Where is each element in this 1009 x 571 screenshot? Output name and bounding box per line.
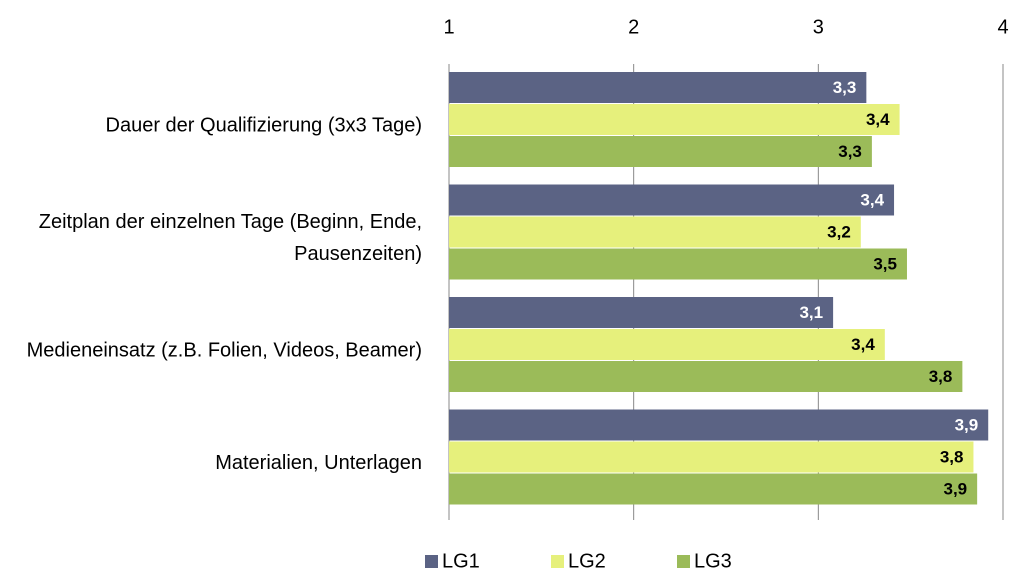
value-label: 3,4 <box>866 110 890 129</box>
x-tick-label: 3 <box>813 16 824 38</box>
legend-label: LG1 <box>442 550 480 571</box>
value-label: 3,8 <box>929 367 953 386</box>
bar <box>449 248 907 280</box>
bar <box>449 136 872 167</box>
bar <box>449 329 885 360</box>
bar <box>449 409 989 441</box>
value-label: 3,5 <box>873 254 897 273</box>
legend-swatch <box>425 555 438 568</box>
value-label: 3,4 <box>851 335 875 354</box>
value-label: 3,3 <box>838 142 862 161</box>
y-tick-label: Medieneinsatz (z.B. Folien, Videos, Beam… <box>27 340 422 362</box>
x-tick-label: 1 <box>443 16 454 38</box>
value-label: 3,2 <box>827 222 851 241</box>
legend-swatch <box>551 555 564 568</box>
value-label: 3,9 <box>955 415 979 434</box>
y-tick-label: Zeitplan der einzelnen Tage (Beginn, End… <box>39 211 422 265</box>
x-tick-label: 2 <box>628 16 639 38</box>
y-tick-label: Materialien, Unterlagen <box>215 452 422 474</box>
legend-label: LG2 <box>568 550 606 571</box>
value-label: 3,9 <box>944 479 968 498</box>
value-label: 3,8 <box>940 447 964 466</box>
value-label: 3,4 <box>860 190 884 209</box>
bar <box>449 104 900 135</box>
legend-label: LG3 <box>694 550 732 571</box>
legend-swatch <box>677 555 690 568</box>
bar <box>449 184 895 216</box>
bar <box>449 473 978 505</box>
bar <box>449 216 861 248</box>
bar <box>449 297 834 328</box>
value-label: 3,3 <box>833 78 857 97</box>
bar <box>449 441 974 473</box>
value-label: 3,1 <box>799 303 823 322</box>
bar <box>449 72 867 103</box>
y-tick-label: Dauer der Qualifizierung (3x3 Tage) <box>106 115 422 137</box>
x-tick-label: 4 <box>997 16 1008 38</box>
bar <box>449 361 963 392</box>
